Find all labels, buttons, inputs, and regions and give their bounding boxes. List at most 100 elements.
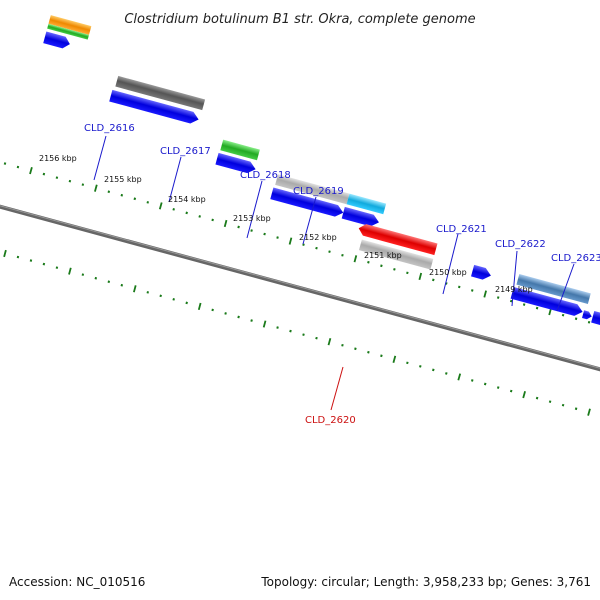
outer-minor-tick — [574, 317, 578, 321]
outer-minor-tick — [68, 179, 72, 183]
outer-major-tick — [29, 166, 33, 175]
inner-minor-tick — [211, 308, 214, 312]
outer-minor-tick — [237, 225, 240, 229]
inner-minor-tick — [107, 280, 111, 284]
inner-minor-tick — [315, 336, 318, 340]
inner-minor-tick — [172, 298, 175, 301]
outer-minor-tick — [341, 253, 344, 257]
inner-minor-tick — [237, 315, 240, 319]
feature-cld2618-gray — [275, 174, 350, 205]
gene-label-cld2623[interactable]: CLD_2623 — [551, 253, 600, 264]
inner-minor-tick — [302, 333, 305, 336]
gene-label-cld2618[interactable]: CLD_2618 — [240, 170, 291, 181]
outer-minor-tick — [380, 264, 383, 268]
feature-cld2616-gray — [115, 75, 206, 111]
gene-label-cld2621[interactable]: CLD_2621 — [436, 224, 487, 235]
outer-minor-tick — [561, 313, 565, 317]
cds-cld2618-arrow — [270, 187, 344, 217]
inner-minor-tick — [432, 368, 435, 372]
outer-minor-tick — [328, 250, 331, 253]
inner-minor-tick — [276, 326, 279, 329]
inner-minor-tick — [471, 379, 474, 382]
inner-minor-tick — [354, 347, 357, 351]
outer-minor-tick — [587, 320, 591, 324]
feature-cld2617-green — [220, 139, 260, 161]
inner-minor-tick — [496, 386, 500, 389]
cds-cld2621-arrow — [471, 264, 491, 280]
cds-cld2617-arrow — [215, 152, 256, 174]
outer-minor-tick — [276, 236, 279, 239]
outer-minor-tick — [107, 190, 111, 194]
genome-backbone-highlight — [0, 205, 600, 369]
outer-minor-tick — [198, 215, 201, 218]
outer-minor-tick — [263, 232, 266, 236]
feature-cld2619-cyan — [346, 193, 387, 215]
outer-major-tick — [418, 272, 423, 281]
outer-minor-tick — [250, 229, 253, 232]
inner-major-tick — [522, 390, 526, 399]
inner-minor-tick — [445, 372, 448, 375]
inner-major-tick — [133, 285, 137, 293]
outer-minor-tick — [16, 165, 20, 169]
inner-minor-tick — [367, 350, 370, 354]
genome-backbone — [0, 204, 600, 372]
inner-minor-tick — [250, 319, 253, 322]
inner-minor-tick — [289, 329, 292, 333]
inner-minor-tick — [548, 400, 552, 403]
gene-label-cld2617[interactable]: CLD_2617 — [160, 146, 211, 157]
gene-label-cld2619[interactable]: CLD_2619 — [293, 186, 344, 197]
outer-minor-tick — [535, 306, 539, 310]
outer-minor-tick — [133, 197, 137, 201]
gene-label-cld2622[interactable]: CLD_2622 — [495, 239, 546, 250]
outer-tick-row — [3, 162, 591, 324]
outer-minor-tick — [120, 193, 124, 197]
outer-minor-tick — [496, 296, 500, 299]
inner-minor-tick — [535, 396, 539, 400]
outer-minor-tick — [432, 278, 435, 282]
inner-minor-tick — [185, 301, 188, 305]
inner-major-tick — [197, 302, 202, 311]
inner-minor-tick — [16, 255, 20, 259]
feature-orange — [48, 15, 92, 35]
outer-minor-tick — [458, 285, 461, 289]
outer-minor-tick — [42, 172, 46, 176]
inner-major-tick — [587, 408, 591, 416]
inner-major-tick — [3, 249, 7, 258]
inner-minor-tick — [419, 365, 422, 368]
outer-minor-tick — [302, 243, 305, 246]
inner-tick-row — [3, 249, 591, 416]
inner-minor-tick — [81, 273, 85, 276]
inner-minor-tick — [55, 266, 59, 269]
feature-green-left — [47, 23, 89, 40]
inner-minor-tick — [574, 407, 578, 411]
outer-minor-tick — [211, 218, 214, 222]
leader-lines — [93, 135, 575, 411]
tick-label-2156: 2156 kbp — [39, 154, 77, 163]
outer-minor-tick — [367, 260, 370, 264]
feature-cld2620-red — [358, 224, 438, 256]
inner-minor-tick — [146, 291, 149, 294]
outer-minor-tick — [185, 211, 188, 215]
accession-text: Accession: NC_010516 — [9, 575, 145, 589]
tick-label-2149: 2149 kbp — [495, 285, 533, 294]
gene-label-cld2616[interactable]: CLD_2616 — [84, 123, 135, 134]
tick-label-2154: 2154 kbp — [168, 195, 206, 204]
inner-minor-tick — [380, 354, 383, 358]
tick-label-2155: 2155 kbp — [104, 175, 142, 184]
cds-small-arrow — [582, 310, 592, 320]
tick-label-2150: 2150 kbp — [429, 268, 467, 277]
outer-minor-tick — [3, 162, 7, 165]
tick-label-2152: 2152 kbp — [299, 233, 337, 242]
outer-major-tick — [158, 202, 163, 210]
outer-major-tick — [353, 255, 358, 263]
gene-label-cld2620[interactable]: CLD_2620 — [305, 415, 356, 426]
inner-minor-tick — [561, 403, 565, 407]
outer-minor-tick — [522, 303, 526, 306]
inner-minor-tick — [159, 294, 162, 298]
inner-minor-tick — [224, 312, 227, 315]
inner-minor-tick — [341, 343, 344, 347]
outer-minor-tick — [509, 299, 513, 303]
outer-minor-tick — [315, 246, 318, 250]
inner-minor-tick — [29, 259, 33, 262]
